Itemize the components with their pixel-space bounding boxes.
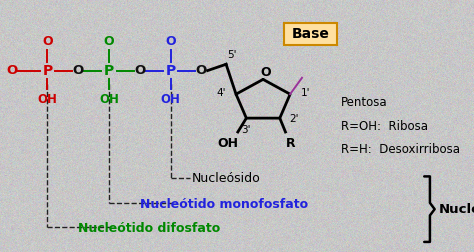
Text: 4': 4' (216, 88, 226, 98)
Text: O: O (165, 35, 176, 48)
Text: Nucleósido: Nucleósido (192, 172, 261, 185)
Text: Nucleótido monofosfato: Nucleótido monofosfato (140, 198, 308, 211)
FancyBboxPatch shape (284, 23, 337, 45)
Text: O: O (73, 64, 84, 77)
Text: O: O (6, 64, 18, 77)
Text: 1': 1' (301, 88, 310, 98)
Text: OH: OH (161, 93, 181, 106)
Text: O: O (104, 35, 114, 48)
Text: O: O (260, 66, 271, 79)
Text: P: P (104, 64, 114, 78)
Text: P: P (165, 64, 176, 78)
Text: O: O (134, 64, 146, 77)
Text: OH: OH (37, 93, 57, 106)
Text: Nucleótido difosfato: Nucleótido difosfato (78, 222, 220, 235)
Text: R: R (285, 137, 295, 150)
Text: 5': 5' (227, 50, 237, 60)
Text: O: O (196, 64, 207, 77)
Text: OH: OH (99, 93, 119, 106)
Text: OH: OH (218, 137, 239, 150)
Text: 3': 3' (242, 125, 251, 135)
Text: R=OH:  Ribosa: R=OH: Ribosa (341, 119, 428, 133)
Text: 2': 2' (289, 114, 299, 124)
Text: Nucleótido: Nucleótido (438, 203, 474, 216)
Text: O: O (42, 35, 53, 48)
Text: Base: Base (292, 27, 329, 41)
Text: Pentosa: Pentosa (341, 96, 388, 109)
Text: R=H:  Desoxirribosa: R=H: Desoxirribosa (341, 143, 460, 156)
Text: P: P (42, 64, 53, 78)
